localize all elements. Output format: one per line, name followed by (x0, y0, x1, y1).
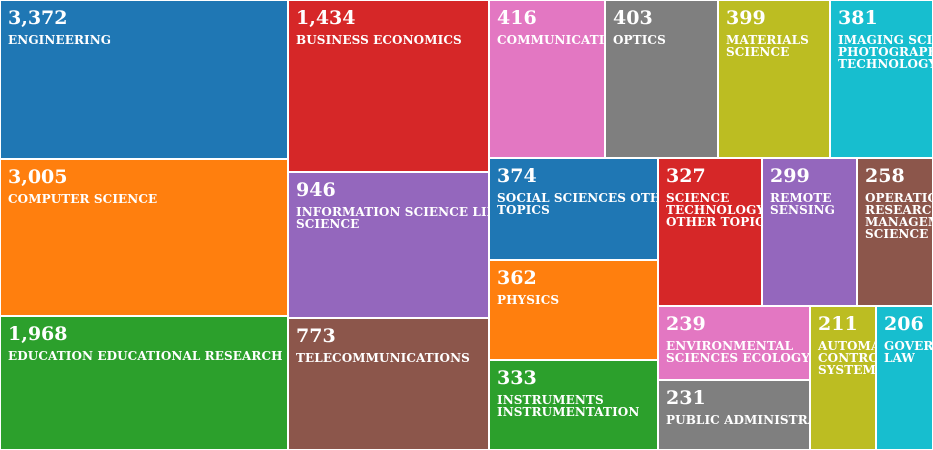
tile-category-label-line: IMAGING SCIENCE (838, 33, 932, 47)
tile-category-label: BUSINESS ECONOMICS (296, 34, 488, 46)
tile-value-label: 374 (497, 165, 537, 187)
tile-category-label-line: OTHER TOPICS (666, 215, 761, 229)
tile-value-label: 206 (884, 313, 924, 335)
tile-category-label-line: BUSINESS ECONOMICS (296, 33, 462, 47)
tile-category-label: TELECOMMUNICATIONS (296, 352, 488, 364)
tile-value-label: 381 (838, 7, 878, 29)
treemap-tile: 403 OPTICS (606, 1, 717, 157)
tile-category-label-line: PUBLIC ADMINISTRATION (666, 413, 809, 427)
treemap-tile: 416 COMMUNICATION (490, 1, 604, 157)
tile-value-label: 1,968 (8, 323, 68, 345)
tile-category-label: SOCIAL SCIENCES OTHERTOPICS (497, 192, 657, 216)
tile-category-label-line: CONTROL (818, 351, 875, 365)
tile-value-label: 3,005 (8, 166, 68, 188)
tile-value-label: 416 (497, 7, 537, 29)
tile-value-label: 399 (726, 7, 766, 29)
treemap-tile: 3,372 ENGINEERING (1, 1, 287, 158)
tile-category-label-line: RESEARCH (865, 203, 932, 217)
treemap-tile: 773 TELECOMMUNICATIONS (289, 319, 488, 449)
tile-category-label: COMMUNICATION (497, 34, 604, 46)
tile-category-label: PUBLIC ADMINISTRATION (666, 414, 809, 426)
tile-category-label-line: REMOTE (770, 191, 832, 205)
tile-value-label: 211 (818, 313, 858, 335)
tile-value-label: 403 (613, 7, 653, 29)
tile-category-label: IMAGING SCIENCEPHOTOGRAPHICTECHNOLOGY (838, 34, 932, 70)
tile-value-label: 362 (497, 267, 537, 289)
treemap-tile: 206 GOVERNMENTLAW (877, 307, 932, 449)
tile-value-label: 333 (497, 367, 537, 389)
tile-category-label-line: SCIENCES ECOLOGY (666, 351, 809, 365)
tile-category-label-line: INFORMATION SCIENCE LIBRARY (296, 205, 488, 219)
tile-category-label: ENGINEERING (8, 34, 287, 46)
treemap-tile: 3,005 COMPUTER SCIENCE (1, 160, 287, 315)
treemap-tile: 211 AUTOMATIONCONTROLSYSTEMS (811, 307, 875, 449)
tile-category-label: GOVERNMENTLAW (884, 340, 932, 364)
tile-value-label: 1,434 (296, 7, 356, 29)
tile-category-label: PHYSICS (497, 294, 657, 306)
tile-category-label-line: SCIENCE (865, 227, 929, 241)
tile-category-label-line: ENGINEERING (8, 33, 112, 47)
tile-category-label-line: TELECOMMUNICATIONS (296, 351, 470, 365)
tile-category-label: EDUCATION EDUCATIONAL RESEARCH (8, 350, 287, 362)
tile-category-label-line: SENSING (770, 203, 835, 217)
treemap-tile: 1,968 EDUCATION EDUCATIONAL RESEARCH (1, 317, 287, 449)
tile-category-label-line: INSTRUMENTS (497, 393, 604, 407)
tile-category-label-line: SCIENCE (726, 45, 790, 59)
tile-value-label: 3,372 (8, 7, 68, 29)
tile-category-label: MATERIALS SCIENCE (726, 34, 829, 58)
tile-category-label-line: MANAGEMENT (865, 215, 932, 229)
treemap-tile: 231 PUBLIC ADMINISTRATION (659, 381, 809, 449)
tile-category-label: ENVIRONMENTAL SCIENCES ECOLOGY (666, 340, 809, 364)
tile-value-label: 258 (865, 165, 905, 187)
tile-category-label-line: TECHNOLOGY (838, 57, 932, 71)
treemap-tile: 258 OPERATIONSRESEARCHMANAGEMENTSCIENCE (858, 159, 932, 305)
tile-category-label: INFORMATION SCIENCE LIBRARYSCIENCE (296, 206, 488, 230)
tile-category-label-line: SCIENCE (296, 217, 360, 231)
tile-value-label: 946 (296, 179, 336, 201)
tile-category-label-line: PHYSICS (497, 293, 560, 307)
tile-value-label: 231 (666, 387, 706, 409)
tile-category-label-line: COMPUTER SCIENCE (8, 192, 158, 206)
treemap-tile: 362 PHYSICS (490, 261, 657, 359)
tile-category-label: OPTICS (613, 34, 717, 46)
tile-category-label-line: GOVERNMENT (884, 339, 932, 353)
tile-category-label: INSTRUMENTS INSTRUMENTATION (497, 394, 657, 418)
treemap-tile: 333 INSTRUMENTS INSTRUMENTATION (490, 361, 657, 449)
tile-category-label-line: OPERATIONS (865, 191, 932, 205)
treemap-tile: 239 ENVIRONMENTAL SCIENCES ECOLOGY (659, 307, 809, 379)
tile-category-label-line: PHOTOGRAPHIC (838, 45, 932, 59)
tile-category-label-line: COMMUNICATION (497, 33, 604, 47)
tile-category-label: AUTOMATIONCONTROLSYSTEMS (818, 340, 875, 376)
tile-category-label-line: LAW (884, 351, 915, 365)
treemap-tile: 299 REMOTE SENSING (763, 159, 856, 305)
tile-category-label-line: SOCIAL SCIENCES OTHER (497, 191, 657, 205)
treemap-tile: 381 IMAGING SCIENCEPHOTOGRAPHICTECHNOLOGY (831, 1, 932, 157)
tile-category-label-line: INSTRUMENTATION (497, 405, 640, 419)
tile-category-label-line: OPTICS (613, 33, 666, 47)
treemap-tile: 374 SOCIAL SCIENCES OTHERTOPICS (490, 159, 657, 259)
tile-category-label-line: EDUCATION EDUCATIONAL RESEARCH (8, 349, 283, 363)
tile-value-label: 239 (666, 313, 706, 335)
tile-category-label-line: SCIENCE (666, 191, 730, 205)
tile-category-label-line: TECHNOLOGY (666, 203, 761, 217)
tile-category-label: OPERATIONSRESEARCHMANAGEMENTSCIENCE (865, 192, 932, 240)
treemap-tile: 1,434 BUSINESS ECONOMICS (289, 1, 488, 171)
treemap-tile: 946 INFORMATION SCIENCE LIBRARYSCIENCE (289, 173, 488, 317)
tile-category-label-line: TOPICS (497, 203, 550, 217)
tile-value-label: 773 (296, 325, 336, 347)
tile-category-label: REMOTE SENSING (770, 192, 856, 216)
treemap-tile: 399 MATERIALS SCIENCE (719, 1, 829, 157)
tile-category-label-line: AUTOMATION (818, 339, 875, 353)
tile-category-label-line: MATERIALS (726, 33, 809, 47)
tile-category-label: COMPUTER SCIENCE (8, 193, 287, 205)
tile-category-label-line: ENVIRONMENTAL (666, 339, 794, 353)
tile-value-label: 299 (770, 165, 810, 187)
tile-category-label-line: SYSTEMS (818, 363, 875, 377)
tile-value-label: 327 (666, 165, 706, 187)
